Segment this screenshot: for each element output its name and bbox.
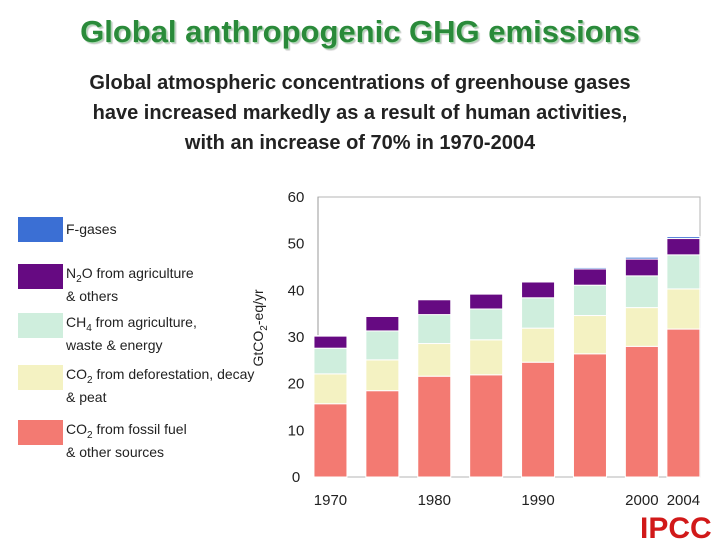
bar-segment <box>366 391 399 477</box>
y-tick-label: 50 <box>288 236 305 253</box>
bar-segment <box>418 376 451 477</box>
x-tick-label: 1980 <box>418 492 451 509</box>
y-tick-label: 40 <box>288 282 305 299</box>
bar-segment <box>522 281 555 282</box>
bar-segment <box>314 374 347 404</box>
bar-segment <box>522 328 555 362</box>
bar-segment <box>573 354 606 477</box>
bar-segment <box>667 237 700 239</box>
bar-segment <box>625 257 658 259</box>
bar-segment <box>470 340 503 375</box>
bar-segment <box>573 267 606 268</box>
bar-segment <box>418 299 451 300</box>
bar-segment <box>522 282 555 298</box>
bar-segment <box>470 309 503 340</box>
bar-segment <box>667 289 700 329</box>
bar-segment <box>418 344 451 377</box>
bar-segment <box>573 285 606 315</box>
bar-segment <box>522 298 555 328</box>
bar-segment <box>418 300 451 315</box>
bar-segment <box>625 259 658 276</box>
bar-segment <box>470 375 503 477</box>
bar-segment <box>667 329 700 477</box>
x-tick-label: 1990 <box>521 492 554 509</box>
bar-segment <box>667 255 700 289</box>
bar-segment <box>667 239 700 255</box>
bar-segment <box>573 269 606 285</box>
bar-segment <box>366 360 399 391</box>
bar-segment <box>418 315 451 344</box>
bar-segment <box>470 293 503 294</box>
y-tick-label: 20 <box>288 376 305 393</box>
y-tick-label: 10 <box>288 422 305 439</box>
bar-segment <box>625 346 658 477</box>
x-tick-label: 1970 <box>314 492 347 509</box>
x-tick-label: 2004 <box>667 492 700 509</box>
bar-segment <box>625 308 658 347</box>
bar-segment <box>314 348 347 374</box>
bar-segment <box>314 336 347 348</box>
bar-segment <box>573 316 606 354</box>
x-tick-label: 2000 <box>625 492 658 509</box>
bar-segment <box>366 316 399 330</box>
y-tick-label: 0 <box>292 469 300 486</box>
bar-segment <box>366 331 399 360</box>
y-tick-label: 60 <box>288 189 305 206</box>
y-tick-label: 30 <box>288 329 305 346</box>
bar-segment <box>366 316 399 317</box>
bar-segment <box>470 294 503 309</box>
ipcc-logo: IPCC <box>640 512 712 546</box>
bar-segment <box>625 276 658 308</box>
bar-segment <box>522 362 555 477</box>
bar-segment <box>314 404 347 477</box>
